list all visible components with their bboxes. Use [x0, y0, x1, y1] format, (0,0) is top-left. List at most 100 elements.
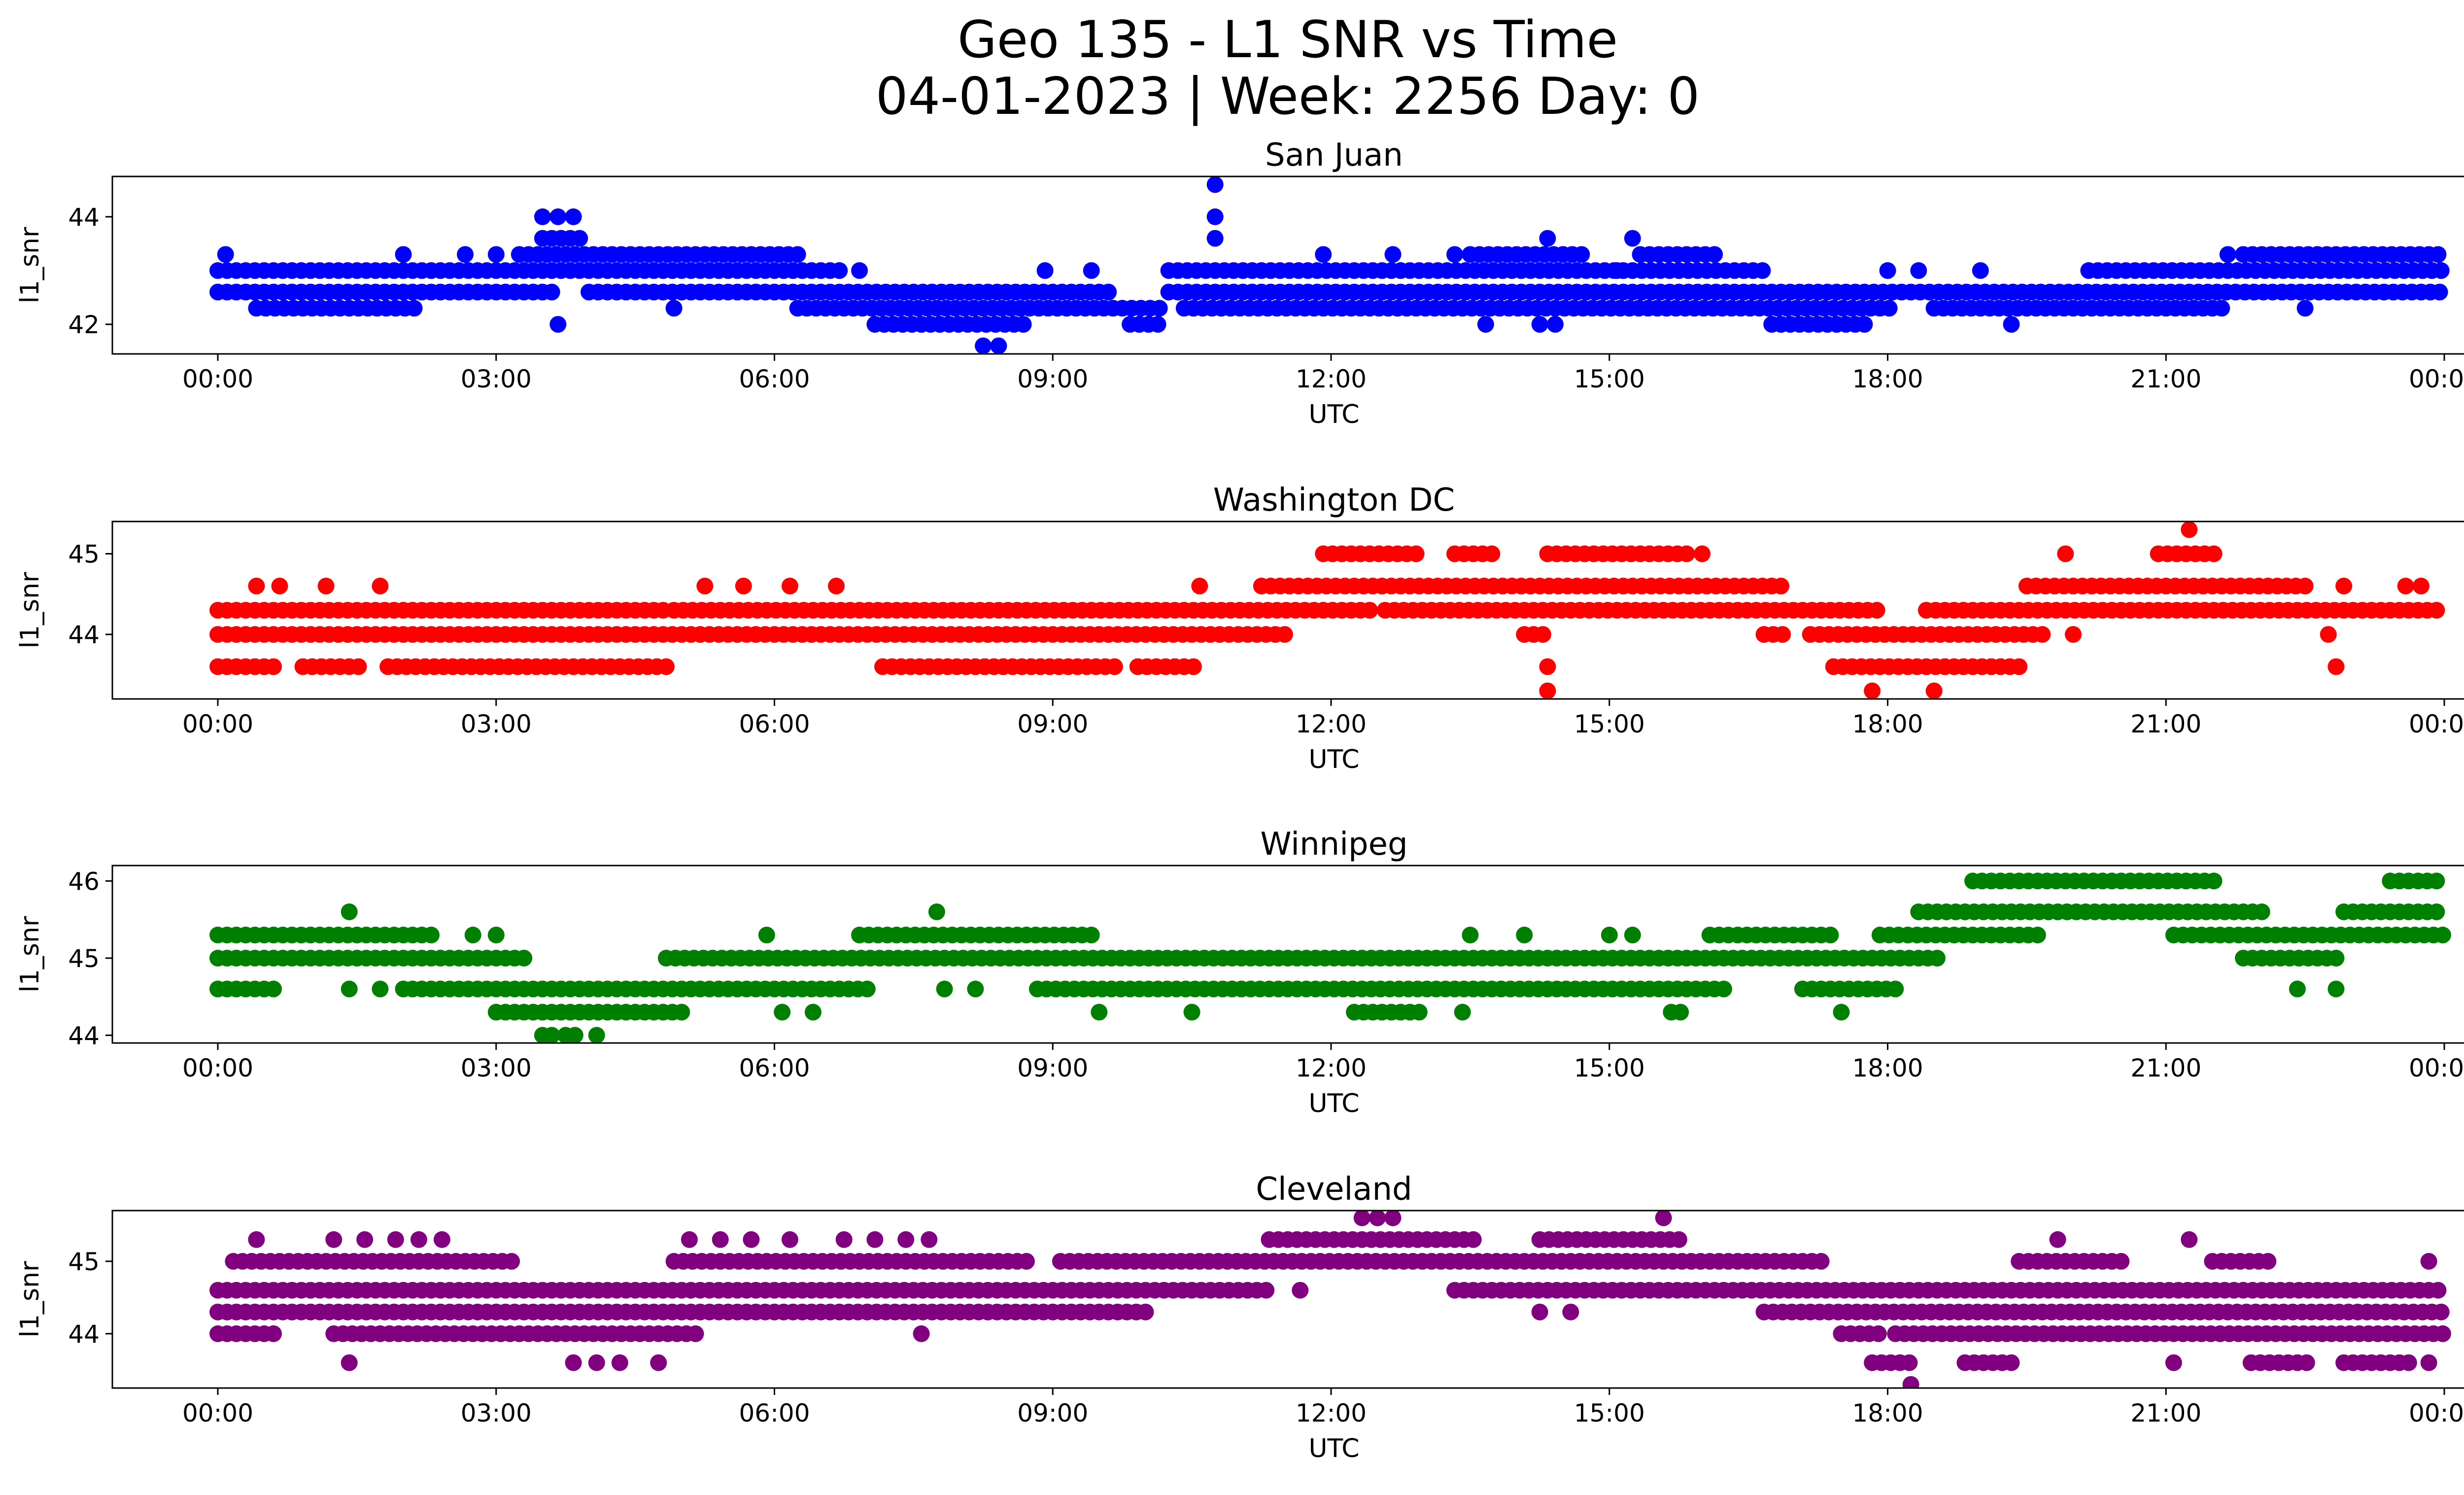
data-point — [1773, 577, 1789, 594]
x-tick-label: 00:00 — [182, 1399, 253, 1427]
data-point — [565, 1354, 582, 1371]
y-tick-label: 42 — [68, 311, 100, 339]
figure-title-line-1: Geo 135 - L1 SNR vs Time — [957, 10, 1618, 70]
axes-frame — [111, 175, 2464, 355]
data-point — [410, 1231, 427, 1248]
data-point — [1091, 1004, 1108, 1021]
data-point — [1539, 230, 1556, 247]
data-point — [866, 1231, 884, 1248]
data-point — [1292, 1282, 1309, 1299]
data-point — [543, 1027, 560, 1043]
data-point — [1822, 926, 1839, 943]
data-point — [1925, 682, 1943, 699]
data-point — [1369, 1211, 1386, 1226]
subplot-title: Cleveland — [1256, 1171, 1412, 1208]
data-point — [2420, 1354, 2437, 1371]
data-point — [2034, 626, 2051, 643]
data-point — [1384, 246, 1402, 263]
x-tick-label: 15:00 — [1574, 1054, 1645, 1082]
x-axis-label: UTC — [1308, 1434, 1359, 1463]
data-point — [1516, 926, 1533, 943]
data-point — [1901, 1354, 1918, 1371]
data-point — [1813, 1252, 1830, 1270]
data-point — [2431, 283, 2448, 301]
data-point — [673, 1004, 690, 1021]
data-point — [758, 926, 775, 943]
data-point — [487, 246, 505, 263]
data-point — [1276, 626, 1293, 643]
data-point — [611, 1354, 628, 1371]
data-point — [356, 1231, 374, 1248]
data-point — [1534, 626, 1551, 643]
data-point — [1531, 316, 1548, 333]
data-point — [2432, 1303, 2450, 1321]
subplot-washington-dc: Washington DC 00:00 03:00 06:00 09:00 12:00 15… — [15, 482, 2464, 774]
x-axis-label: UTC — [1308, 745, 1359, 774]
data-point — [657, 658, 675, 675]
data-points — [209, 522, 2445, 699]
data-point — [2253, 903, 2270, 920]
data-point — [913, 1325, 930, 1342]
data-point — [543, 283, 560, 301]
data-point — [851, 262, 868, 279]
y-axis-label: l1_snr — [15, 572, 45, 649]
data-point — [1407, 545, 1425, 562]
data-point — [395, 246, 412, 263]
x-tick-label: 15:00 — [1574, 365, 1645, 393]
x-tick-label: 00:00 — [182, 710, 253, 738]
y-axis-label: l1_snr — [15, 227, 45, 304]
data-point — [1100, 283, 1117, 301]
data-point — [1601, 926, 1618, 943]
data-point — [423, 926, 440, 943]
data-point — [743, 1231, 760, 1248]
data-point — [1928, 949, 1946, 967]
data-point — [1672, 1004, 1689, 1021]
data-point — [1573, 246, 1590, 263]
data-point — [1706, 246, 1723, 263]
data-point — [1410, 1004, 1428, 1021]
data-point — [1833, 1004, 1850, 1021]
data-point — [1315, 246, 1332, 263]
data-point — [2327, 980, 2345, 998]
data-point — [350, 658, 367, 675]
x-tick-label: 03:00 — [461, 710, 532, 738]
data-point — [2049, 1231, 2066, 1248]
x-tick-label: 03:00 — [461, 1054, 532, 1082]
data-point — [2327, 949, 2345, 967]
data-point — [457, 246, 474, 263]
data-point — [789, 246, 806, 263]
data-point — [1715, 980, 1732, 998]
data-point — [2432, 262, 2450, 279]
x-tick-label: 03:00 — [461, 1399, 532, 1427]
data-point — [565, 208, 582, 225]
data-point — [1018, 1252, 1035, 1270]
data-point — [2430, 1282, 2447, 1299]
data-point — [828, 577, 845, 594]
data-point — [1083, 262, 1100, 279]
data-point — [774, 1004, 791, 1021]
data-point — [1137, 1303, 1154, 1321]
data-point — [2181, 522, 2198, 538]
data-point — [464, 926, 481, 943]
data-point — [1910, 262, 1927, 279]
data-point — [975, 337, 992, 354]
data-point — [406, 300, 423, 317]
data-point — [1465, 1231, 1482, 1248]
data-point — [2003, 316, 2020, 333]
x-tick-label: 21:00 — [2130, 710, 2201, 738]
data-point — [549, 316, 567, 333]
data-point — [341, 1354, 358, 1371]
data-point — [1183, 1004, 1200, 1021]
data-point — [665, 300, 683, 317]
data-point — [487, 926, 505, 943]
data-point — [2205, 872, 2223, 890]
x-tick-label: 00:00 — [2409, 710, 2464, 738]
data-point — [897, 1231, 915, 1248]
y-tick-label: 45 — [68, 944, 100, 973]
data-points — [209, 872, 2451, 1043]
data-point — [588, 1354, 605, 1371]
figure-title-line-2: 04-01-2023 | Week: 2256 Day: 0 — [875, 67, 1700, 126]
data-point — [2412, 577, 2430, 594]
data-point — [1206, 230, 1224, 247]
